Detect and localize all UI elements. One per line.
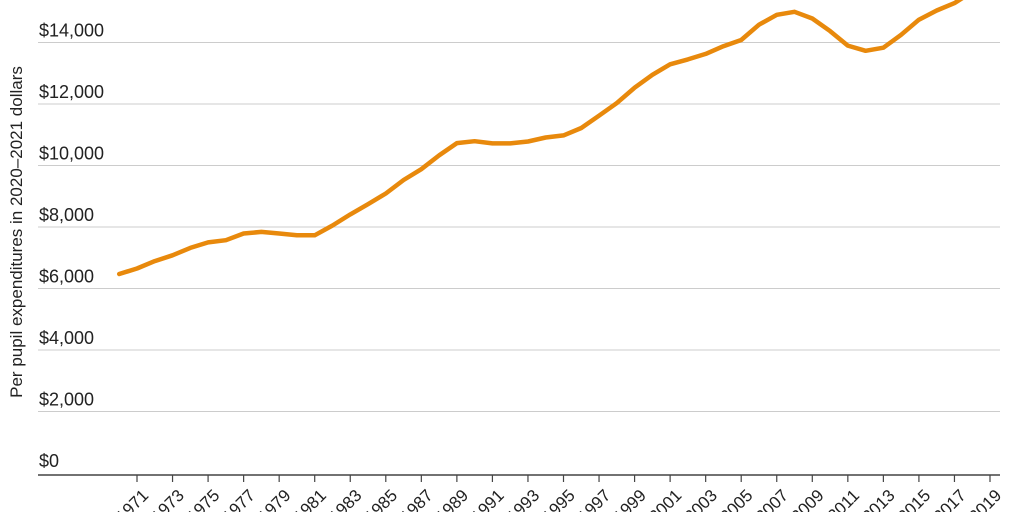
- x-tick-label: 1995: [539, 486, 579, 512]
- x-tick-label: 1975: [183, 486, 223, 512]
- y-tick-label: $12,000: [39, 82, 104, 102]
- x-tick-label: 1989: [432, 486, 472, 512]
- x-tick-label: 1977: [219, 486, 259, 512]
- x-tick-label: 2015: [894, 486, 934, 512]
- x-tick-label: 1981: [290, 486, 330, 512]
- y-tick-label: $6,000: [39, 267, 94, 287]
- y-tick-label: $2,000: [39, 390, 94, 410]
- y-tick-label: $14,000: [39, 21, 104, 41]
- x-tick-label: 1999: [610, 486, 650, 512]
- y-tick-label: $4,000: [39, 328, 94, 348]
- x-axis-ticks: 1971197319751977197919811983198519871989…: [112, 475, 1005, 512]
- x-tick-label: 2017: [930, 486, 970, 512]
- x-tick-label: 1973: [148, 486, 188, 512]
- y-axis-label: Per pupil expenditures in 2020–2021 doll…: [7, 66, 26, 398]
- x-tick-label: 2001: [645, 486, 685, 512]
- x-tick-label: 2005: [716, 486, 756, 512]
- x-tick-label: 2013: [859, 486, 899, 512]
- x-tick-label: 1983: [325, 486, 365, 512]
- x-tick-label: 1987: [396, 486, 436, 512]
- x-tick-label: 2011: [824, 486, 863, 512]
- x-tick-label: 1971: [112, 486, 152, 512]
- series-line: [116, 0, 964, 277]
- x-tick-label: 1985: [361, 486, 401, 512]
- x-tick-label: 2003: [681, 486, 721, 512]
- x-tick-label: 2019: [965, 486, 1005, 512]
- y-tick-label: $10,000: [39, 144, 104, 164]
- x-tick-label: 1997: [574, 486, 614, 512]
- gridlines: [38, 42, 1000, 412]
- x-tick-label: 1993: [503, 486, 543, 512]
- x-tick-label: 2007: [752, 486, 792, 512]
- y-tick-label: $0: [39, 451, 59, 471]
- x-tick-label: 2009: [787, 486, 827, 512]
- x-tick-label: 1979: [254, 486, 294, 512]
- series-lines: [116, 0, 964, 277]
- y-tick-label: $8,000: [39, 205, 94, 225]
- y-axis-ticks: $0 $2,000 $4,000 $6,000 $8,000 $10,000 $12,000…: [39, 21, 104, 472]
- x-tick-label: 1991: [468, 486, 508, 512]
